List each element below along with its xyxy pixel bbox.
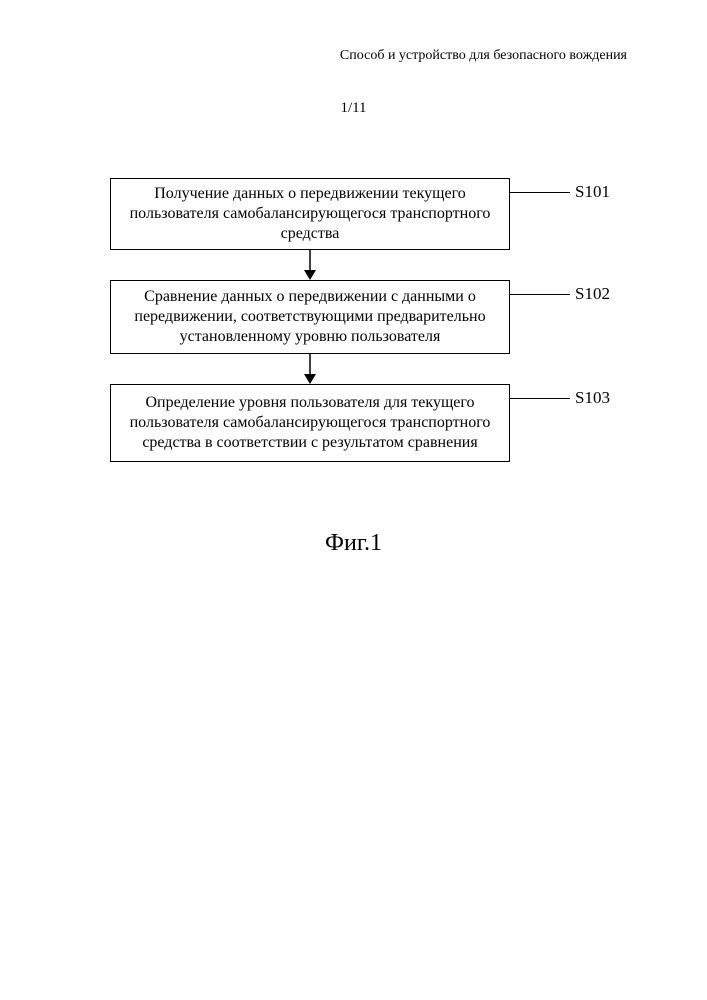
leader-line: [510, 294, 570, 295]
page: Способ и устройство для безопасного вожд…: [0, 0, 707, 1000]
figure-caption: Фиг.1: [0, 530, 707, 557]
flow-step-s102: Сравнение данных о передвижении с данным…: [110, 280, 510, 354]
flow-step-s101: Получение данных о передвижении текущего…: [110, 178, 510, 250]
leader-line: [510, 398, 570, 399]
step-label-s103: S103: [575, 388, 610, 408]
flow-step-text: Получение данных о передвижении текущего…: [121, 184, 499, 244]
step-label-s102: S102: [575, 284, 610, 304]
document-title: Способ и устройство для безопасного вожд…: [340, 48, 627, 64]
arrow-icon: [303, 250, 317, 280]
page-number: 1/11: [0, 100, 707, 117]
flow-step-s103: Определение уровня пользователя для теку…: [110, 384, 510, 462]
flow-step-text: Определение уровня пользователя для теку…: [121, 393, 499, 453]
flow-step-text: Сравнение данных о передвижении с данным…: [121, 287, 499, 347]
step-label-s101: S101: [575, 182, 610, 202]
leader-line: [510, 192, 570, 193]
arrow-icon: [303, 354, 317, 384]
